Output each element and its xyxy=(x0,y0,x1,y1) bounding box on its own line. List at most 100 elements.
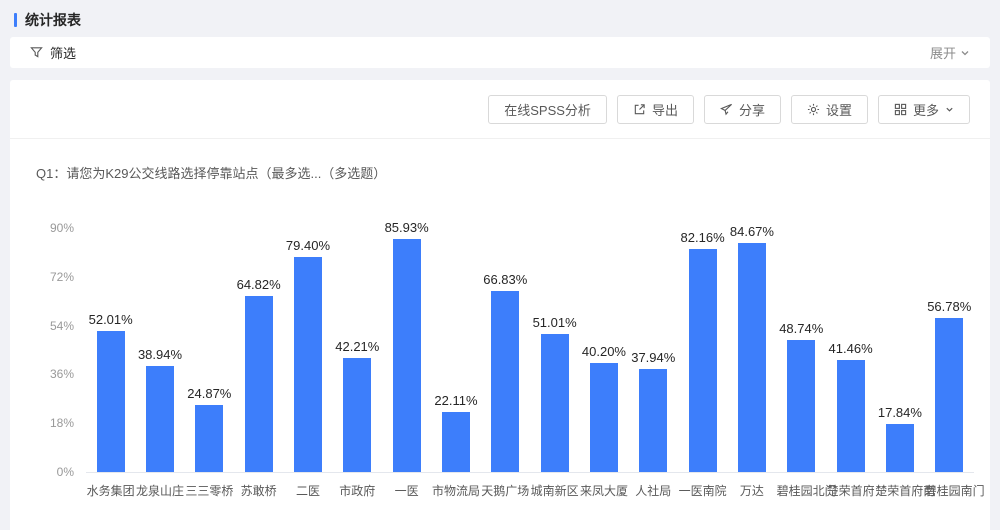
bar-value-label: 79.40% xyxy=(285,237,331,253)
bar-slot: 85.93% xyxy=(382,220,431,472)
bar[interactable] xyxy=(737,242,766,472)
bar[interactable] xyxy=(639,369,668,472)
bar-value-label: 84.67% xyxy=(729,223,774,239)
bar[interactable] xyxy=(343,357,372,472)
bar[interactable] xyxy=(145,366,174,472)
bar-slot: 82.16% xyxy=(678,230,727,472)
bar-value-label: 40.20% xyxy=(581,344,626,359)
expand-label: 展开 xyxy=(929,46,956,61)
x-axis-label: 苏敢桥 xyxy=(240,484,277,498)
title-accent-bar xyxy=(14,13,17,27)
bar-slot: 22.11% xyxy=(431,393,480,472)
x-axis-label: 二医 xyxy=(295,484,320,498)
page-title: 统计报表 xyxy=(25,12,81,28)
x-axis-label: 一医南院 xyxy=(678,484,727,498)
button-label: 分享 xyxy=(738,103,765,118)
export-button[interactable]: 导出 xyxy=(616,95,694,124)
y-axis: 0% 18% 36% 54% 72% 90% xyxy=(36,221,74,479)
y-tick-label: 90% xyxy=(49,221,74,235)
y-tick-label: 72% xyxy=(49,269,74,284)
settings-button[interactable]: 设置 xyxy=(790,95,868,124)
bar-value-label: 82.16% xyxy=(680,230,725,246)
filter-bar[interactable]: 筛选 展开 xyxy=(10,37,990,68)
button-label: 设置 xyxy=(825,103,852,118)
bar-slot: 51.01% xyxy=(530,315,579,472)
share-icon xyxy=(719,103,733,116)
bar[interactable] xyxy=(244,296,273,472)
bar-slot: 64.82% xyxy=(234,277,283,472)
expand-toggle[interactable]: 展开 xyxy=(930,43,970,62)
bar-slot: 24.87% xyxy=(185,386,234,472)
bar-value-label: 66.83% xyxy=(483,271,528,287)
share-button[interactable]: 分享 xyxy=(703,95,781,124)
bar-value-label: 24.87% xyxy=(187,385,232,401)
bar[interactable] xyxy=(885,423,914,472)
bar-value-label: 64.82% xyxy=(236,277,281,293)
x-axis-label: 楚荣首府 xyxy=(826,484,875,498)
bar[interactable] xyxy=(441,412,470,472)
online-spss-analysis-button[interactable]: 在线SPSS分析 xyxy=(488,95,607,124)
bar[interactable] xyxy=(540,333,569,472)
button-label: 导出 xyxy=(651,103,678,118)
y-tick-label: 0% xyxy=(56,465,74,479)
question-title: Q1：请您为K29公交线路选择停靠站点（最多选...（多选题） xyxy=(36,166,387,181)
x-axis-label: 碧桂园北门 xyxy=(776,484,837,498)
y-tick-label: 36% xyxy=(49,367,74,382)
bar-slot: 48.74% xyxy=(777,321,826,472)
bar-value-label: 85.93% xyxy=(384,220,429,235)
bar-value-label: 37.94% xyxy=(631,350,676,366)
chevron-down-icon xyxy=(945,105,954,114)
x-axis-label: 万达 xyxy=(739,484,764,498)
x-axis-label: 市政府 xyxy=(339,484,376,498)
bar-slot: 17.84% xyxy=(875,405,924,472)
bar[interactable] xyxy=(96,331,125,472)
bar-slot: 38.94% xyxy=(135,347,184,472)
filter-label: 筛选 xyxy=(50,46,77,61)
bar[interactable] xyxy=(293,256,322,472)
y-tick-label: 18% xyxy=(49,416,74,431)
bar-value-label: 22.11% xyxy=(434,393,478,409)
bar-value-label: 52.01% xyxy=(88,312,133,327)
bar-slot: 66.83% xyxy=(481,272,530,472)
x-axis-label: 城南新区 xyxy=(530,484,579,498)
report-panel: 在线SPSS分析 导出 分享 xyxy=(10,80,990,530)
bar-slot: 84.67% xyxy=(727,223,776,472)
export-icon xyxy=(633,103,646,116)
x-axis-label: 一医 xyxy=(394,484,419,498)
bar[interactable] xyxy=(688,249,717,472)
funnel-icon xyxy=(30,46,43,59)
bars-container: 52.01% 38.94% 24.87% 64.82% 79.40% 42.21% 85.9… xyxy=(86,220,974,472)
filter-button[interactable]: 筛选 xyxy=(30,43,76,62)
bar-slot: 40.20% xyxy=(579,344,628,472)
bar[interactable] xyxy=(836,359,865,472)
bar-slot: 37.94% xyxy=(629,350,678,472)
grid-icon xyxy=(894,103,907,116)
bar-value-label: 41.46% xyxy=(828,340,873,356)
bar[interactable] xyxy=(491,290,520,472)
bar-value-label: 56.78% xyxy=(927,299,972,315)
x-axis-label: 三三零桥 xyxy=(185,484,234,498)
bar-slot: 42.21% xyxy=(333,339,382,472)
y-tick-label: 54% xyxy=(49,318,74,333)
button-label: 更多 xyxy=(912,103,939,118)
bar-slot: 52.01% xyxy=(86,312,135,472)
x-axis-label: 龙泉山庄 xyxy=(135,484,184,498)
more-button[interactable]: 更多 xyxy=(877,95,970,124)
x-axis-label: 楚荣首府南 xyxy=(875,484,936,498)
bar[interactable] xyxy=(589,363,618,472)
x-axis-label: 天鹅广场 xyxy=(481,484,530,498)
bar-value-label: 17.84% xyxy=(877,404,922,420)
x-axis-label: 水务集团 xyxy=(86,484,135,498)
page-header: 统计报表 xyxy=(0,0,1000,37)
bar[interactable] xyxy=(195,404,224,472)
bar[interactable] xyxy=(935,318,964,472)
button-label: 在线SPSS分析 xyxy=(504,103,591,118)
x-axis-label: 来凤大厦 xyxy=(579,484,628,498)
bar-slot: 79.40% xyxy=(283,238,332,472)
bar[interactable] xyxy=(787,339,816,472)
x-axis-label: 市物流局 xyxy=(431,484,480,498)
x-labels: 水务集团 龙泉山庄 三三零桥 苏敢桥 二医 市政府 一医 市物流局 天鹅广场 城南新区 来凤大厦 人社… xyxy=(86,472,985,499)
bar-chart: 0% 18% 36% 54% 72% 90% 52.01% 38.94% 24.87% 64.8… xyxy=(36,220,985,499)
bar[interactable] xyxy=(392,239,421,472)
toolbar-divider xyxy=(10,138,990,139)
